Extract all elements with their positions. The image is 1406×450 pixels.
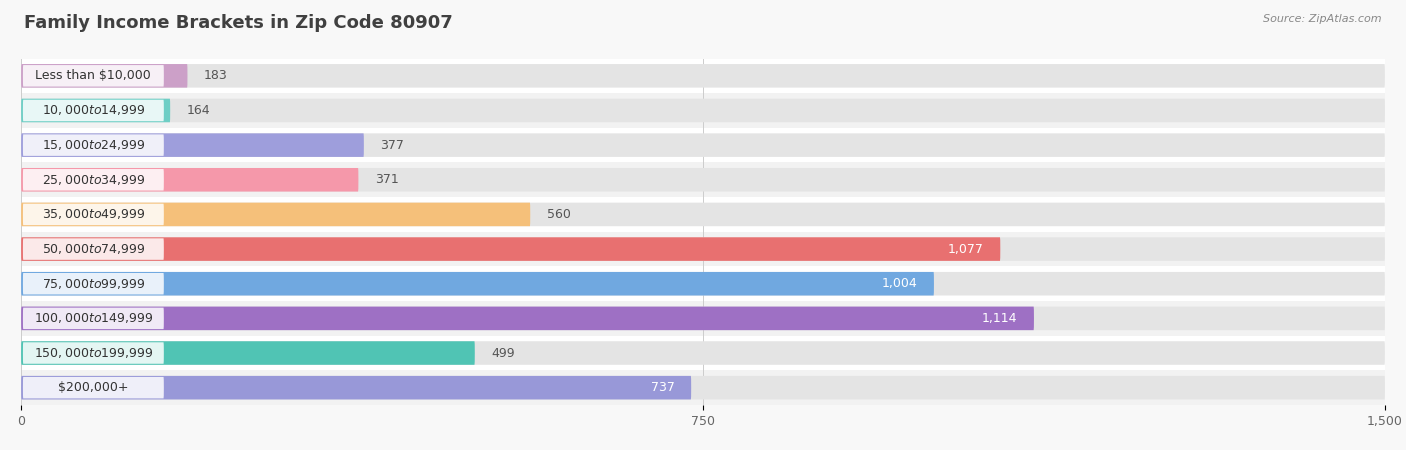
FancyBboxPatch shape [22, 308, 165, 329]
FancyBboxPatch shape [21, 272, 1385, 296]
FancyBboxPatch shape [21, 99, 1385, 122]
FancyBboxPatch shape [21, 341, 475, 365]
Text: 164: 164 [187, 104, 209, 117]
Text: Source: ZipAtlas.com: Source: ZipAtlas.com [1264, 14, 1382, 23]
Bar [21, 128, 1385, 162]
FancyBboxPatch shape [21, 306, 1385, 330]
Bar [21, 58, 1385, 93]
FancyBboxPatch shape [22, 342, 165, 364]
FancyBboxPatch shape [21, 133, 364, 157]
Text: 499: 499 [491, 346, 515, 360]
Text: $100,000 to $149,999: $100,000 to $149,999 [34, 311, 153, 325]
FancyBboxPatch shape [22, 238, 165, 260]
FancyBboxPatch shape [21, 202, 530, 226]
FancyBboxPatch shape [21, 237, 1385, 261]
FancyBboxPatch shape [22, 377, 165, 398]
FancyBboxPatch shape [21, 376, 692, 400]
Bar [21, 266, 1385, 301]
FancyBboxPatch shape [21, 64, 1385, 88]
FancyBboxPatch shape [21, 306, 1033, 330]
Bar [21, 93, 1385, 128]
FancyBboxPatch shape [21, 237, 1000, 261]
FancyBboxPatch shape [22, 65, 165, 86]
Text: 371: 371 [375, 173, 398, 186]
Text: $75,000 to $99,999: $75,000 to $99,999 [42, 277, 145, 291]
Bar [21, 232, 1385, 266]
Text: 737: 737 [651, 381, 675, 394]
FancyBboxPatch shape [21, 168, 1385, 192]
FancyBboxPatch shape [22, 273, 165, 294]
FancyBboxPatch shape [21, 341, 1385, 365]
Text: $200,000+: $200,000+ [58, 381, 128, 394]
Text: $50,000 to $74,999: $50,000 to $74,999 [42, 242, 145, 256]
Bar [21, 336, 1385, 370]
Text: Less than $10,000: Less than $10,000 [35, 69, 152, 82]
Bar [21, 197, 1385, 232]
FancyBboxPatch shape [21, 133, 1385, 157]
Text: $10,000 to $14,999: $10,000 to $14,999 [42, 104, 145, 117]
Text: 1,004: 1,004 [882, 277, 918, 290]
FancyBboxPatch shape [22, 100, 165, 121]
FancyBboxPatch shape [21, 99, 170, 122]
FancyBboxPatch shape [21, 202, 1385, 226]
FancyBboxPatch shape [21, 64, 187, 88]
Text: $15,000 to $24,999: $15,000 to $24,999 [42, 138, 145, 152]
Text: $25,000 to $34,999: $25,000 to $34,999 [42, 173, 145, 187]
Bar [21, 162, 1385, 197]
Text: 1,077: 1,077 [948, 243, 984, 256]
Text: 183: 183 [204, 69, 228, 82]
Text: 560: 560 [547, 208, 571, 221]
Bar [21, 370, 1385, 405]
FancyBboxPatch shape [22, 204, 165, 225]
FancyBboxPatch shape [22, 135, 165, 156]
FancyBboxPatch shape [21, 272, 934, 296]
FancyBboxPatch shape [21, 376, 1385, 400]
FancyBboxPatch shape [21, 168, 359, 192]
Bar [21, 301, 1385, 336]
Text: 1,114: 1,114 [981, 312, 1018, 325]
Text: Family Income Brackets in Zip Code 80907: Family Income Brackets in Zip Code 80907 [24, 14, 453, 32]
Text: $35,000 to $49,999: $35,000 to $49,999 [42, 207, 145, 221]
Text: $150,000 to $199,999: $150,000 to $199,999 [34, 346, 153, 360]
Text: 377: 377 [380, 139, 404, 152]
FancyBboxPatch shape [22, 169, 165, 190]
